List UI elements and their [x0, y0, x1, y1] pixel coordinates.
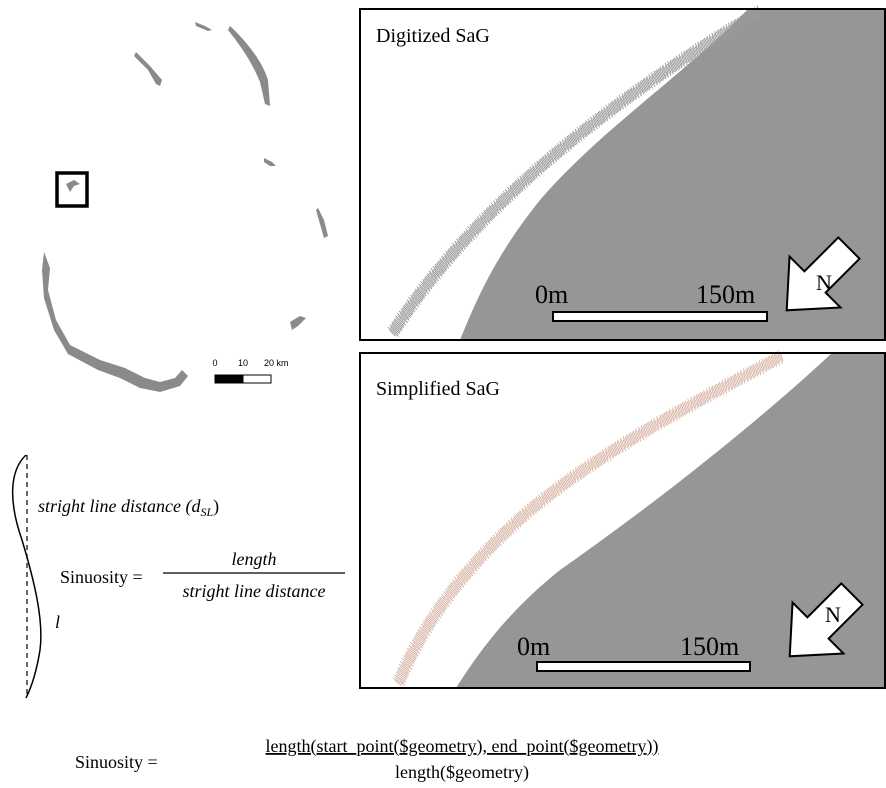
map-feature — [134, 52, 162, 86]
page: 0 10 20 km Digitized SaG 0m 150m N Simpl… — [0, 0, 886, 788]
length-symbol: l — [55, 612, 60, 632]
scale-bar — [553, 312, 767, 321]
map-feature — [316, 208, 328, 238]
scale-label: 10 — [238, 358, 248, 368]
panel: Digitized SaG 0m 150m N — [360, 6, 885, 340]
map-feature — [264, 158, 276, 166]
numerator: length — [232, 549, 277, 569]
denominator: stright line distance — [183, 581, 326, 601]
scale-label: 150m — [680, 632, 739, 661]
scale-bar — [215, 375, 243, 383]
distance-text: stright line distance ( — [38, 496, 192, 517]
north-label: N — [825, 602, 841, 627]
north-label: N — [816, 270, 832, 295]
panel-title: Digitized SaG — [376, 25, 490, 47]
distance-close: ) — [213, 496, 219, 517]
scale-bar — [243, 375, 271, 383]
scale-label: 0m — [517, 632, 550, 661]
panel: Simplified SaG 0m 150m N — [360, 350, 885, 688]
map-feature — [66, 180, 80, 192]
map-feature — [42, 252, 188, 392]
scale-label: 20 km — [264, 358, 289, 368]
figure: 0 10 20 km Digitized SaG 0m 150m N Simpl… — [0, 0, 886, 788]
scale-bar — [537, 662, 750, 671]
map-feature — [228, 26, 270, 106]
scale-label: 0m — [535, 280, 568, 309]
map-feature — [290, 316, 306, 330]
formula-numerator: length(start_point($geometry), end_point… — [266, 736, 659, 757]
sinuosity-label: Sinuosity = — [60, 567, 143, 587]
panel-title: Simplified SaG — [376, 378, 500, 400]
distance-label: stright line distance (dSL) — [38, 496, 219, 519]
inset-box — [57, 173, 87, 206]
map-feature — [195, 22, 212, 31]
formula-denominator: length($geometry) — [395, 762, 529, 783]
formula-label: Sinuosity = — [75, 752, 158, 772]
scale-label: 150m — [696, 280, 755, 309]
scale-label: 0 — [212, 358, 217, 368]
distance-subscript: SL — [200, 505, 213, 519]
